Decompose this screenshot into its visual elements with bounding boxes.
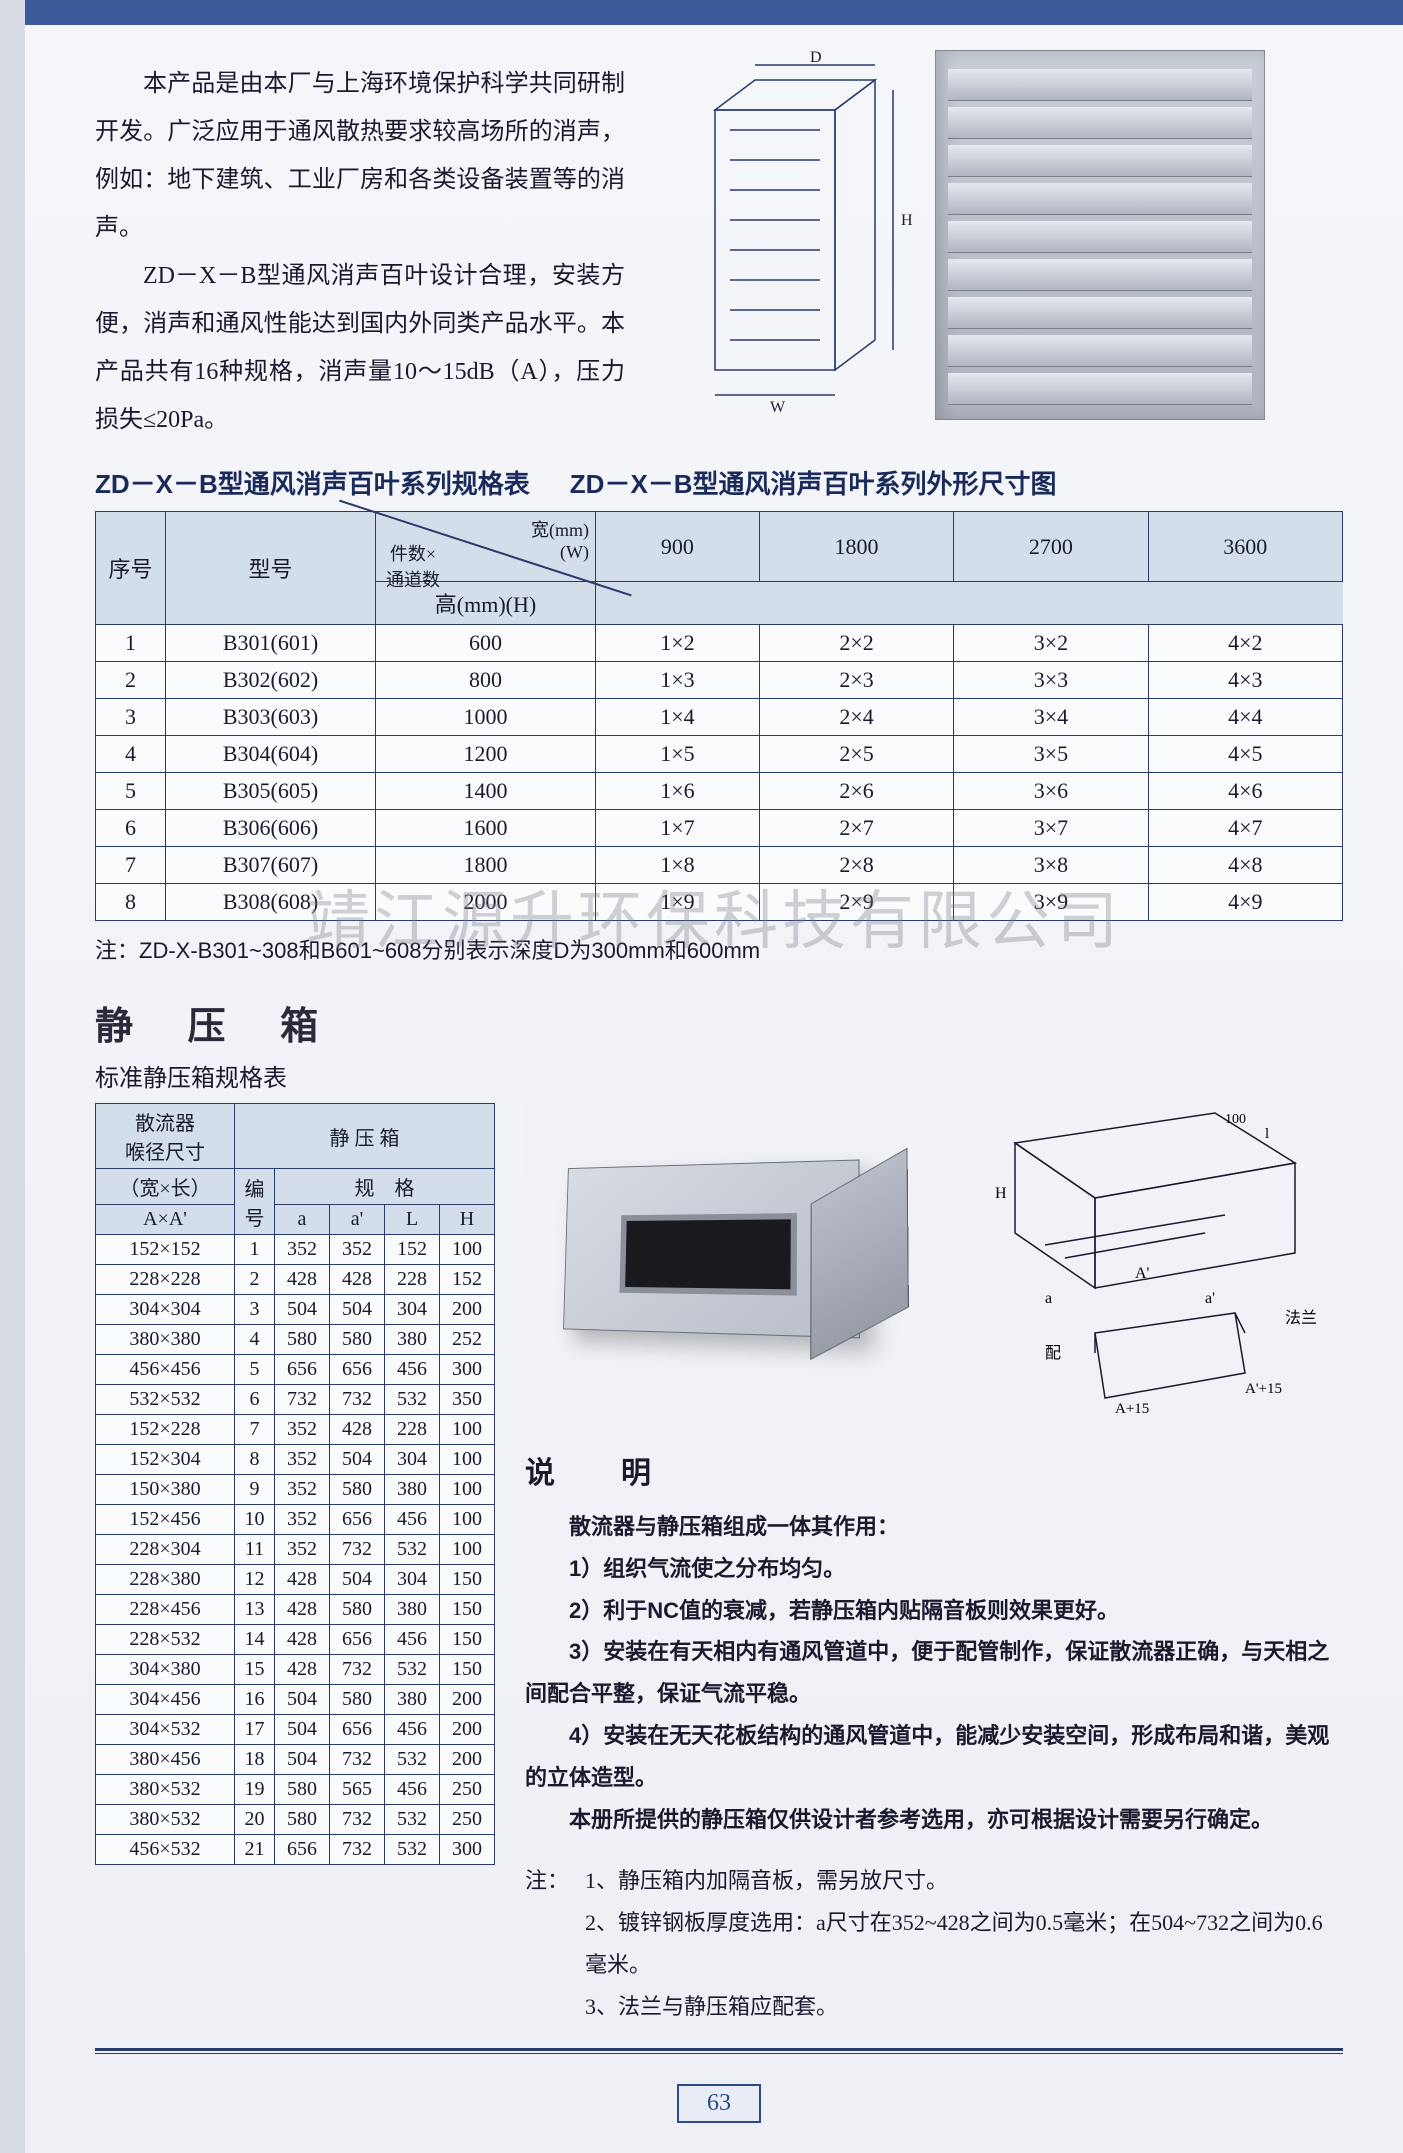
intro-para-2: ZD－X－B型通风消声百叶设计合理，安装方便，消声和通风性能达到国内外同类产品水… (95, 252, 625, 444)
table-row: 456×4565656656456300 (96, 1355, 495, 1385)
plenum-table: 散流器 喉径尺寸 静 压 箱 （宽×长） 编号 规 格 A×A' a a' L … (95, 1103, 495, 1865)
plenum-photo (525, 1103, 905, 1383)
section2-row: 散流器 喉径尺寸 静 压 箱 （宽×长） 编号 规 格 A×A' a a' L … (95, 1103, 1343, 2028)
note-3: 3、法兰与静压箱应配套。 (585, 1986, 838, 2028)
table-row: 152×1521352352152100 (96, 1235, 495, 1265)
note-2: 2、镀锌钢板厚度选用：a尺寸在352~428之间为0.5毫米；在504~732之… (585, 1902, 1343, 1986)
desc-2: 2）利于NC值的衰减，若静压箱内贴隔音板则效果更好。 (525, 1590, 1343, 1632)
intro-text: 本产品是由本厂与上海环境保护科学共同研制开发。广泛应用于通风散热要求较高场所的消… (95, 40, 625, 444)
table1-note: 注：ZD-X-B301~308和B601~608分别表示深度D为300mm和60… (95, 933, 1343, 965)
table-row: 3B303(603)10001×42×43×44×4 (96, 699, 1343, 736)
intro-para-1: 本产品是由本厂与上海环境保护科学共同研制开发。广泛应用于通风散热要求较高场所的消… (95, 60, 625, 252)
notes-label: 注： (525, 1860, 585, 1902)
dl-H: H (995, 1185, 1007, 1202)
diagram-label-h: H (901, 212, 913, 229)
th-bh: 编号 (235, 1169, 275, 1235)
dl-ap15a: A+15 (1115, 1401, 1149, 1417)
dl-a: a (1045, 1290, 1052, 1307)
table-row: 228×2282428428228152 (96, 1265, 495, 1295)
dl-a2: a' (1205, 1290, 1215, 1307)
plenum-title: 静 压 箱 (95, 995, 1343, 1050)
table-row: 2B302(602)8001×32×33×34×3 (96, 662, 1343, 699)
table-row: 380×53219580565456250 (96, 1775, 495, 1805)
table-row: 228×53214428656456150 (96, 1625, 495, 1655)
spec-table-1: 序号 型号 宽(mm) (W) 件数× 通道数 900 1800 2700 36… (95, 511, 1343, 921)
diagram-label-w: W (770, 399, 786, 416)
th-w-2: 2700 (954, 512, 1148, 582)
th-a: a (275, 1205, 330, 1235)
table-row: 7B307(607)18001×82×83×84×8 (96, 847, 1343, 884)
table-row: 456×53221656732532300 (96, 1835, 495, 1865)
section-titles-row: ZD－X－B型通风消声百叶系列规格表 ZD－X－B型通风消声百叶系列外形尺寸图 (95, 464, 1343, 501)
dl-falan: 法兰 (1285, 1309, 1317, 1327)
th-spec: 规 格 (275, 1169, 495, 1205)
table-row: 5B305(605)14001×62×63×64×6 (96, 773, 1343, 810)
plenum-subtitle: 标准静压箱规格表 (95, 1058, 1343, 1093)
th-seq: 序号 (96, 512, 166, 625)
plenum-table-wrap: 散流器 喉径尺寸 静 压 箱 （宽×长） 编号 规 格 A×A' a a' L … (95, 1103, 495, 1865)
dl-100: 100 (1225, 1112, 1246, 1127)
table-row: 380×53220580732532250 (96, 1805, 495, 1835)
th-w-3: 3600 (1148, 512, 1342, 582)
diagram-label-d: D (810, 50, 822, 66)
footer-rule (95, 2048, 1343, 2054)
right-images: H A' a a' 法兰 配 A+15 A'+15 l 100 (525, 1103, 1343, 1423)
diagram-title: ZD－X－B型通风消声百叶系列外形尺寸图 (570, 464, 1057, 501)
th-aa: A×A' (96, 1205, 235, 1235)
right-column: H A' a a' 法兰 配 A+15 A'+15 l 100 说 明 散流器与… (525, 1103, 1343, 2028)
th-a2: a' (330, 1205, 385, 1235)
table-row: 8B308(608)20001×92×93×94×9 (96, 884, 1343, 921)
page-number-wrap: 63 (95, 2084, 1343, 2123)
table-row: 4B304(604)12001×52×53×54×5 (96, 736, 1343, 773)
table-row: 228×45613428580380150 (96, 1595, 495, 1625)
desc-4: 4）安装在无天花板结构的通风管道中，能减少安装空间，形成布局和谐，美观的立体造型… (525, 1715, 1343, 1799)
desc-3: 3）安装在有天相内有通风管道中，便于配管制作，保证散流器正确，与天相之间配合平整… (525, 1631, 1343, 1715)
th-H: H (440, 1205, 495, 1235)
page-number: 63 (677, 2084, 761, 2123)
table-row: 304×53217504656456200 (96, 1715, 495, 1745)
table-row: 304×3043504504304200 (96, 1295, 495, 1325)
table-row: 228×38012428504304150 (96, 1565, 495, 1595)
table-row: 380×3804580580380252 (96, 1325, 495, 1355)
table-row: 532×5326732732532350 (96, 1385, 495, 1415)
dl-A: A' (1135, 1265, 1150, 1282)
desc-tail: 本册所提供的静压箱仅供设计者参考选用，亦可根据设计需要另行确定。 (525, 1799, 1343, 1841)
dl-pei: 配 (1045, 1344, 1061, 1362)
top-images: D H W (655, 40, 1343, 444)
plenum-diagram: H A' a a' 法兰 配 A+15 A'+15 l 100 (935, 1103, 1335, 1423)
desc-1: 1）组织气流使之分布均匀。 (525, 1548, 1343, 1590)
table1-title: ZD－X－B型通风消声百叶系列规格表 (95, 464, 530, 501)
desc-lead: 散流器与静压箱组成一体其作用： (525, 1506, 1343, 1548)
desc-title: 说 明 (525, 1448, 1343, 1492)
th-L: L (385, 1205, 440, 1235)
th-w-0: 900 (596, 512, 760, 582)
th-diffuser: 散流器 喉径尺寸 (96, 1104, 235, 1169)
dl-ap15b: A'+15 (1245, 1381, 1282, 1397)
note-1: 1、静压箱内加隔音板，需另放尺寸。 (585, 1860, 948, 1902)
th-wl: （宽×长） (96, 1169, 235, 1205)
table-row: 380×45618504732532200 (96, 1745, 495, 1775)
th-w-1: 1800 (759, 512, 953, 582)
th-model: 型号 (166, 512, 376, 625)
th-diag: 宽(mm) (W) 件数× 通道数 (376, 512, 596, 582)
th-plenum: 静 压 箱 (235, 1104, 495, 1169)
desc-body: 散流器与静压箱组成一体其作用： 1）组织气流使之分布均匀。 2）利于NC值的衰减… (525, 1506, 1343, 1840)
table-row: 152×2287352428228100 (96, 1415, 495, 1445)
dl-l: l (1265, 1126, 1269, 1142)
intro-row: 本产品是由本厂与上海环境保护科学共同研制开发。广泛应用于通风散热要求较高场所的消… (95, 40, 1343, 444)
top-accent-bar (25, 0, 1403, 25)
table-row: 150×3809352580380100 (96, 1475, 495, 1505)
louver-photo (935, 50, 1265, 420)
louver-line-diagram: D H W (655, 50, 915, 420)
table-row: 228×30411352732532100 (96, 1535, 495, 1565)
table-row: 152×3048352504304100 (96, 1445, 495, 1475)
table-row: 304×45616504580380200 (96, 1685, 495, 1715)
table-row: 304×38015428732532150 (96, 1655, 495, 1685)
table-row: 152×45610352656456100 (96, 1505, 495, 1535)
notes-block: 注： 1、静压箱内加隔音板，需另放尺寸。 2、镀锌钢板厚度选用：a尺寸在352~… (525, 1860, 1343, 2027)
page: 靖江源升环保科技有限公司 本产品是由本厂与上海环境保护科学共同研制开发。广泛应用… (0, 0, 1403, 2153)
table-row: 6B306(606)16001×72×73×74×7 (96, 810, 1343, 847)
table-row: 1B301(601)6001×22×23×24×2 (96, 625, 1343, 662)
